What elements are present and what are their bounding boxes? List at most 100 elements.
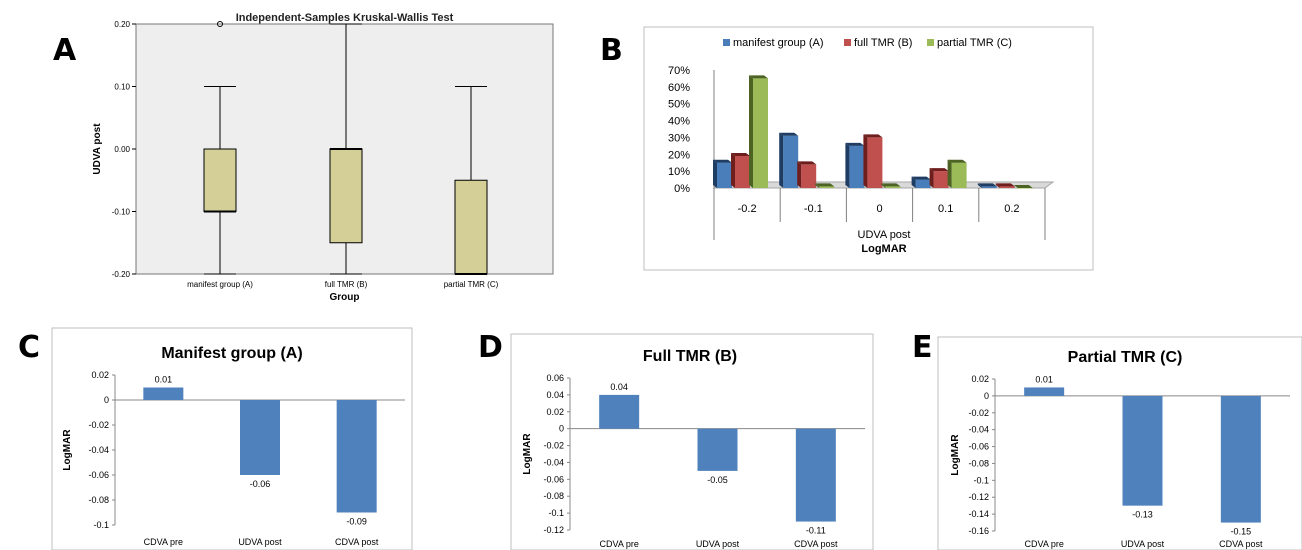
bar-b-side xyxy=(731,152,735,188)
y-tick-label: 0.02 xyxy=(546,407,564,417)
y-tick-label: -0.02 xyxy=(88,420,109,430)
bar-b-top xyxy=(995,183,1015,187)
x-tick-label: CDVA post xyxy=(794,539,838,549)
y-tick-label-b: 70% xyxy=(668,65,690,77)
bar-b-side xyxy=(977,183,982,188)
chart-d-bar: Full TMR (B) 0.06 0.04 0.02 0 -0.02 -0.04 -0.06… xyxy=(510,333,874,550)
panel-letter-a: A xyxy=(53,33,77,68)
y-tick-label: -0.1 xyxy=(973,475,989,485)
x-tick-label-b: 0.1 xyxy=(938,203,953,215)
bar-b-top xyxy=(863,134,883,138)
y-axis-label-a: UDVA post xyxy=(92,123,103,175)
bar-b-front xyxy=(801,164,817,188)
bar-b-top xyxy=(749,75,768,79)
bar-b-top xyxy=(731,152,750,156)
bar-b-top xyxy=(797,161,817,165)
x-tick-label-b: 0.2 xyxy=(1004,203,1019,215)
bar xyxy=(143,387,184,400)
bar-b-front xyxy=(867,137,883,188)
y-tick-label: -0.04 xyxy=(543,457,564,467)
x-tick-label: CDVA pre xyxy=(144,537,183,547)
bar-b-front xyxy=(717,162,732,188)
legend-swatch-b xyxy=(844,39,851,46)
panel-letter-b: B xyxy=(600,33,623,68)
y-axis-label: LogMAR xyxy=(62,429,73,471)
bar-b-top xyxy=(977,183,997,187)
y-tick-label: -0.08 xyxy=(968,458,989,468)
y-tick-label: -0.06 xyxy=(968,442,989,452)
bar-b-top xyxy=(713,159,732,163)
data-label: -0.15 xyxy=(1231,527,1252,537)
bar-b-side xyxy=(881,183,886,188)
chart-e-bar: Partial TMR (C) 0.02 0 -0.02 -0.04 -0.06 -0.08… xyxy=(937,336,1302,550)
bar xyxy=(795,428,836,522)
y-tick-label: -0.16 xyxy=(968,526,989,536)
data-label: 0.01 xyxy=(155,375,173,385)
outlier-point xyxy=(217,21,223,27)
panel-letter-c: C xyxy=(18,330,40,365)
chart-b-3d-bar: 0% 10% 20% 30% 40% 50% 60% 70% -0.2 -0.1 0 0.1 0.2 UD… xyxy=(643,26,1094,271)
bar-b-front xyxy=(753,78,768,188)
bar-b-top xyxy=(815,183,835,187)
x-tick-label: CDVA pre xyxy=(1024,539,1063,549)
bar xyxy=(336,400,377,513)
bar-b-front xyxy=(783,135,799,188)
bar-b-side xyxy=(911,176,916,188)
y-tick-label: 0 xyxy=(984,391,989,401)
bar-b-side xyxy=(845,142,850,188)
y-tick-label-b: 0% xyxy=(674,183,690,195)
bar-b-front xyxy=(1017,188,1033,189)
y-tick-label: -0.06 xyxy=(88,470,109,480)
bar-b-front xyxy=(933,171,949,188)
data-label: -0.13 xyxy=(1132,510,1153,520)
bar-b-front xyxy=(885,186,901,188)
chart-title: Full TMR (B) xyxy=(643,348,737,365)
bar-b-front xyxy=(999,186,1015,188)
bar-b-top xyxy=(911,176,931,180)
box-iqr xyxy=(203,148,237,212)
bar-b-top xyxy=(947,159,967,163)
data-label: -0.11 xyxy=(806,526,826,536)
bar-b-side xyxy=(929,168,934,188)
legend-label-b: full TMR (B) xyxy=(854,37,912,49)
x-tick-label: CDVA pre xyxy=(599,539,638,549)
bar-b-front xyxy=(981,186,997,188)
bar-b-side xyxy=(947,159,952,188)
chart-c-bar: Manifest group (A) 0.02 0 -0.02 -0.04 -0.06 -0… xyxy=(51,327,413,550)
y-tick-label: 0 xyxy=(559,424,564,434)
bar-b-top xyxy=(929,168,949,172)
chart-title: Manifest group (A) xyxy=(161,345,302,362)
bar-b-front xyxy=(915,179,931,188)
y-axis-label: LogMAR xyxy=(950,434,961,476)
y-tick-label-b: 60% xyxy=(668,82,690,94)
y-tick-label: -0.12 xyxy=(968,492,989,502)
bar-b-front xyxy=(951,162,967,188)
bar xyxy=(599,394,640,429)
x-tick-label-b: 0 xyxy=(876,203,882,215)
x-axis-label-b: UDVA post xyxy=(858,229,911,241)
bar-b-side xyxy=(815,183,820,188)
data-label: -0.05 xyxy=(707,475,728,485)
legend-swatch-b xyxy=(927,39,934,46)
y-axis-label: LogMAR xyxy=(522,433,533,475)
y-tick-label-a: -0.20 xyxy=(112,270,131,279)
bar-b-side xyxy=(749,75,753,188)
x-axis-label2-b: LogMAR xyxy=(861,243,906,255)
y-tick-label: -0.08 xyxy=(88,495,109,505)
y-tick-label-b: 40% xyxy=(668,116,690,128)
panel-letter-d: D xyxy=(478,330,503,365)
y-tick-label-a: 0.10 xyxy=(114,83,130,92)
y-tick-label: -0.1 xyxy=(93,520,109,530)
data-label: 0.04 xyxy=(610,382,628,392)
bar-b-top xyxy=(845,142,865,146)
x-tick-label: CDVA post xyxy=(1219,539,1263,549)
x-axis-label-a: Group xyxy=(330,292,360,303)
y-tick-label: 0 xyxy=(104,395,109,405)
chart-a-title: Independent-Samples Kruskal-Wallis Test xyxy=(236,12,454,24)
legend-label-b: manifest group (A) xyxy=(733,37,823,49)
y-tick-label: -0.04 xyxy=(88,445,109,455)
bar-b-side xyxy=(797,161,802,188)
y-tick-label-b: 30% xyxy=(668,132,690,144)
y-tick-label: -0.06 xyxy=(543,474,564,484)
